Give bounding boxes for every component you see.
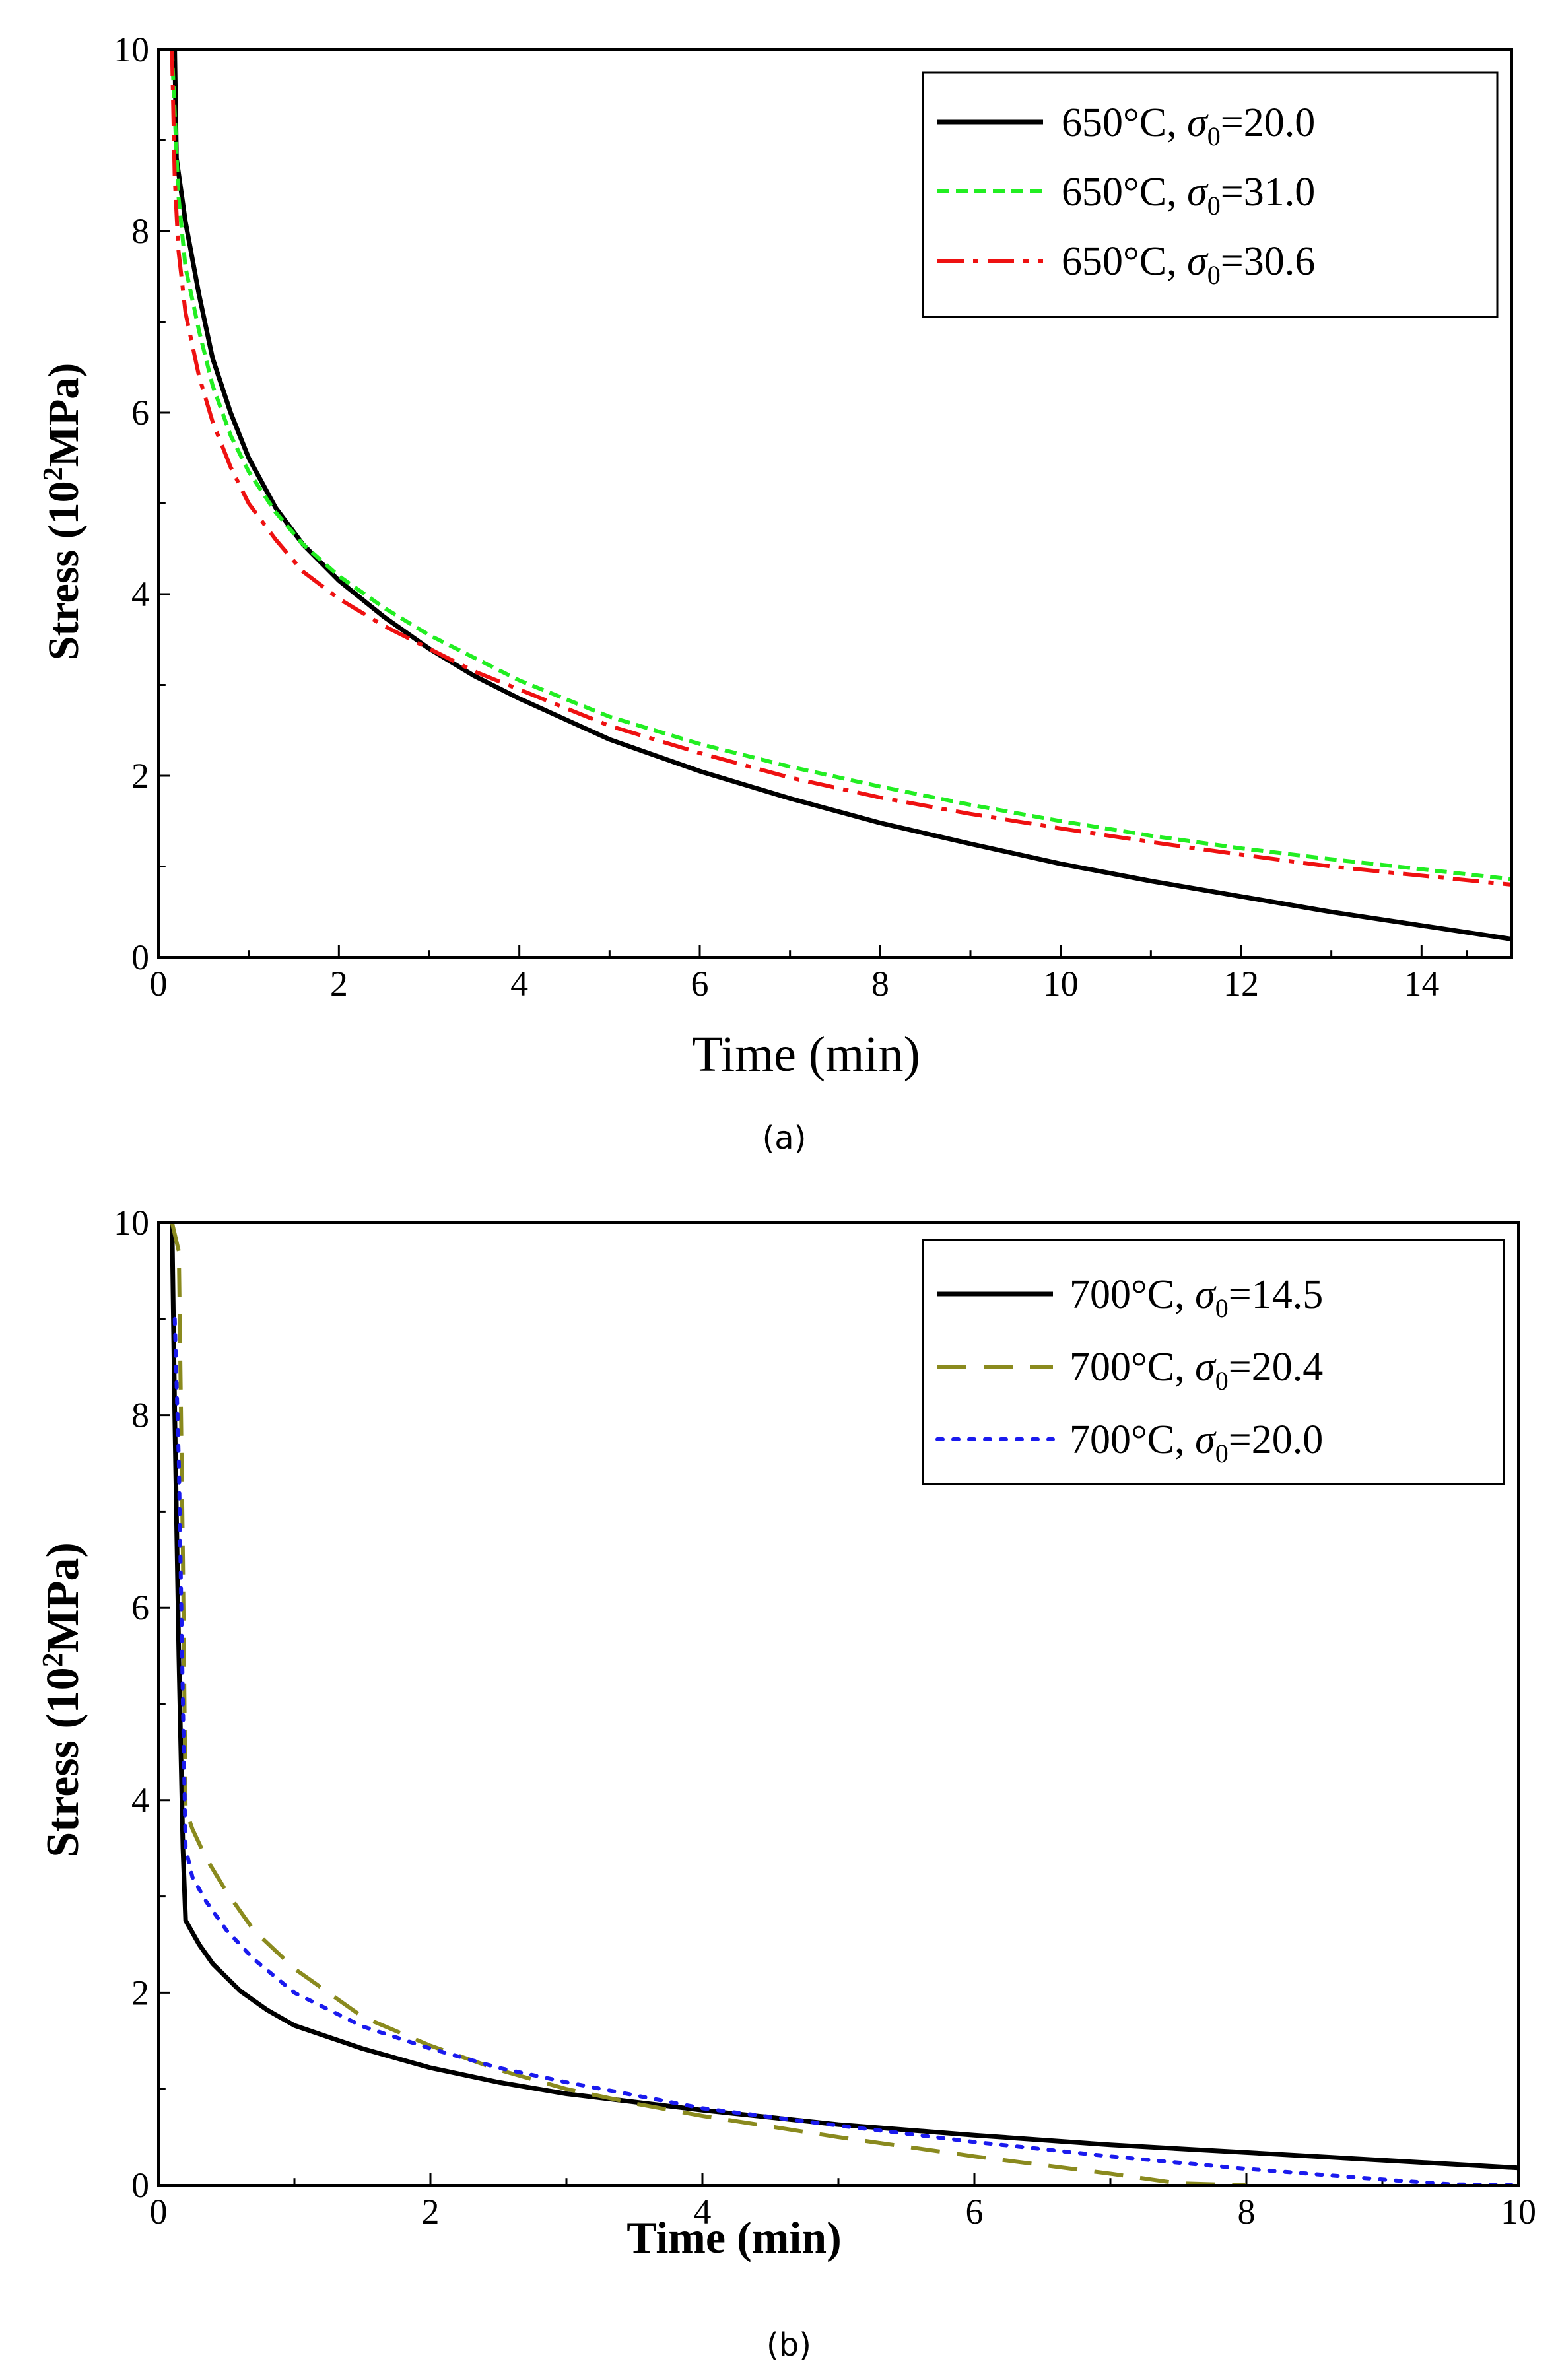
x-tick-label: 8 [871,964,889,1003]
x-tick-label: 0 [150,964,168,1003]
y-tick-label: 6 [131,1588,149,1627]
x-tick-label: 10 [1501,2192,1536,2231]
legend-box [922,1239,1505,1485]
y-tick-label: 8 [131,211,149,251]
legend-label-3: 650°C, σ0=30.6 [1062,239,1315,290]
x-tick-label: 6 [966,2192,984,2231]
x-tick-label: 0 [150,2192,168,2231]
y-tick-label: 4 [131,574,149,614]
y-tick-label: 0 [131,937,149,977]
x-tick-label: 2 [422,2192,440,2231]
series-line-2 [170,49,1512,881]
panel-a-legend: 650°C, σ0=20.0 650°C, σ0=31.0 650°C, σ0=30… [922,71,1499,318]
legend-label-1: 650°C, σ0=20.0 [1062,100,1315,151]
series-line-2 [170,1222,1247,2187]
legend-label-2: 700°C, σ0=20.4 [1069,1345,1323,1396]
legend-label-3: 700°C, σ0=20.0 [1069,1417,1323,1468]
x-tick-label: 4 [694,2192,712,2231]
y-tick-label: 2 [131,1973,149,2012]
x-tick-label: 4 [510,964,528,1003]
series-line-3 [172,1316,1520,2187]
x-tick-label: 2 [330,964,348,1003]
y-tick-label: 8 [131,1396,149,1435]
y-tick-label: 2 [131,756,149,796]
panel-b-caption: (b) [766,2327,811,2363]
x-tick-label: 8 [1238,2192,1256,2231]
panel-b-x-axis-title: Time (min) [626,2212,842,2262]
panel-b-legend: 700°C, σ0=14.5 700°C, σ0=20.4 700°C, σ0=20… [922,1239,1505,1485]
panel-b-tick-labels: 0 2 4 6 8 10 0 2 4 6 8 10 [114,1203,1536,2231]
legend-label-2: 650°C, σ0=31.0 [1062,170,1315,221]
x-tick-label: 14 [1404,964,1439,1003]
panel-b-y-axis-exponent: 2 [36,1652,69,1667]
series-line-1 [170,1222,1519,2171]
panel-a-y-axis-title: Stress (102MPa) [38,363,88,661]
panel-a-tick-labels: 0 2 4 6 8 10 12 14 0 2 4 6 8 10 [114,30,1439,1003]
series-line-3 [170,49,1512,887]
panel-a-plot-frame [157,48,1513,959]
panel-a-caption: (a) [762,1120,807,1157]
y-tick-label: 10 [114,30,149,69]
panel-b-plot-frame [157,1221,1520,2187]
panel-b-series [170,1222,1520,2187]
chart-panel-a: 0 2 4 6 8 10 12 14 0 2 4 6 8 10 Time (min) Stress (10… [38,30,1513,1157]
chart-panel-b: 0 2 4 6 8 10 0 2 4 6 8 10 Time (min) Stress (102MPa… [36,1203,1536,2363]
x-tick-label: 6 [691,964,709,1003]
y-tick-label: 4 [131,1781,149,1820]
x-tick-label: 10 [1043,964,1079,1003]
legend-label-1: 700°C, σ0=14.5 [1069,1272,1323,1323]
series-line-1 [172,49,1512,941]
y-tick-label: 10 [114,1203,149,1242]
panel-b-y-axis-title: Stress (102MPa) [36,1542,88,1858]
y-tick-label: 6 [131,393,149,432]
y-tick-label: 0 [131,2165,149,2205]
legend-box [922,71,1499,318]
panel-a-y-axis-exponent: 2 [38,467,69,481]
panel-a-series [170,49,1512,941]
panel-a-x-axis-title: Time (min) [692,1027,920,1082]
x-tick-label: 12 [1223,964,1259,1003]
